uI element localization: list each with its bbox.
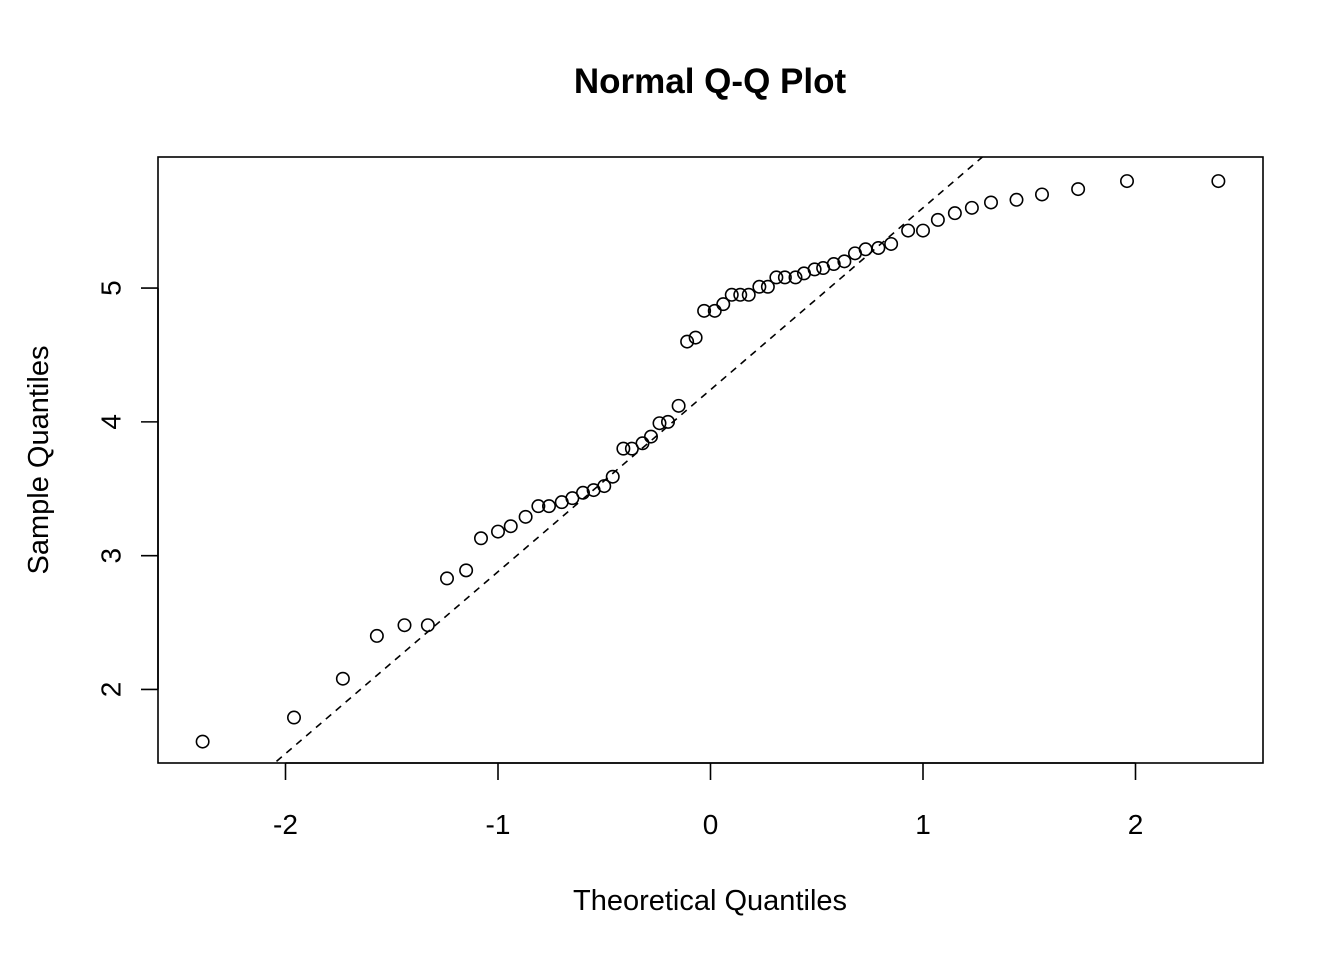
data-point [671, 398, 686, 413]
x-tick-label: 2 [1128, 809, 1144, 840]
data-point [616, 441, 631, 456]
data-point [531, 499, 546, 514]
data-point [733, 287, 748, 302]
data-point [807, 262, 822, 277]
data-point [788, 270, 803, 285]
y-tick-label: 4 [95, 414, 126, 430]
plot-frame [157, 156, 1264, 764]
data-point [541, 499, 556, 514]
data-point [1071, 182, 1086, 197]
data-point [195, 734, 210, 749]
data-point [680, 334, 695, 349]
data-point [724, 287, 739, 302]
data-point [503, 519, 518, 534]
y-axis: 2 3 4 5 [95, 280, 159, 698]
data-point [597, 479, 612, 494]
x-axis-label: Theoretical Quantiles [573, 885, 847, 917]
data-point [697, 303, 712, 318]
x-tick-label: -1 [486, 809, 511, 840]
data-point [1009, 192, 1024, 207]
data-point [858, 242, 873, 257]
x-tick-label: 1 [915, 809, 931, 840]
data-point [643, 429, 658, 444]
x-tick-label: -2 [273, 809, 298, 840]
data-point [930, 212, 945, 227]
data-point [871, 240, 886, 255]
data-point [707, 303, 722, 318]
data-point [473, 531, 488, 546]
data-point [947, 206, 962, 221]
x-axis: -2 -1 0 1 2 [273, 762, 1144, 840]
data-point [459, 563, 474, 578]
data-point [605, 469, 620, 484]
data-point [635, 436, 650, 451]
y-tick-label: 2 [95, 682, 126, 698]
data-point [1035, 187, 1050, 202]
data-point [1211, 174, 1226, 189]
data-point [575, 485, 590, 500]
chart-title: Normal Q-Q Plot [574, 62, 847, 101]
data-point [286, 710, 301, 725]
y-axis-label: Sample Quantiles [23, 346, 55, 575]
data-point [335, 671, 350, 686]
data-point [884, 236, 899, 251]
data-point [660, 414, 675, 429]
data-point [964, 200, 979, 215]
data-point [837, 254, 852, 269]
data-point [760, 279, 775, 294]
data-point [439, 571, 454, 586]
qq-reference-line [273, 157, 984, 763]
y-tick-label: 5 [95, 280, 126, 296]
data-point [420, 618, 435, 633]
data-point [1120, 174, 1135, 189]
data-point [716, 297, 731, 312]
data-point [983, 195, 998, 210]
data-point [826, 257, 841, 272]
data-point [741, 287, 756, 302]
data-point [652, 416, 667, 431]
x-tick-label: 0 [703, 809, 719, 840]
data-point [777, 270, 792, 285]
data-point [397, 618, 412, 633]
data-point [369, 628, 384, 643]
data-point [901, 223, 916, 238]
data-point [688, 330, 703, 345]
data-point [518, 509, 533, 524]
y-tick-label: 3 [95, 548, 126, 564]
data-point [915, 223, 930, 238]
data-point [752, 279, 767, 294]
data-point [490, 524, 505, 539]
data-point [769, 270, 784, 285]
